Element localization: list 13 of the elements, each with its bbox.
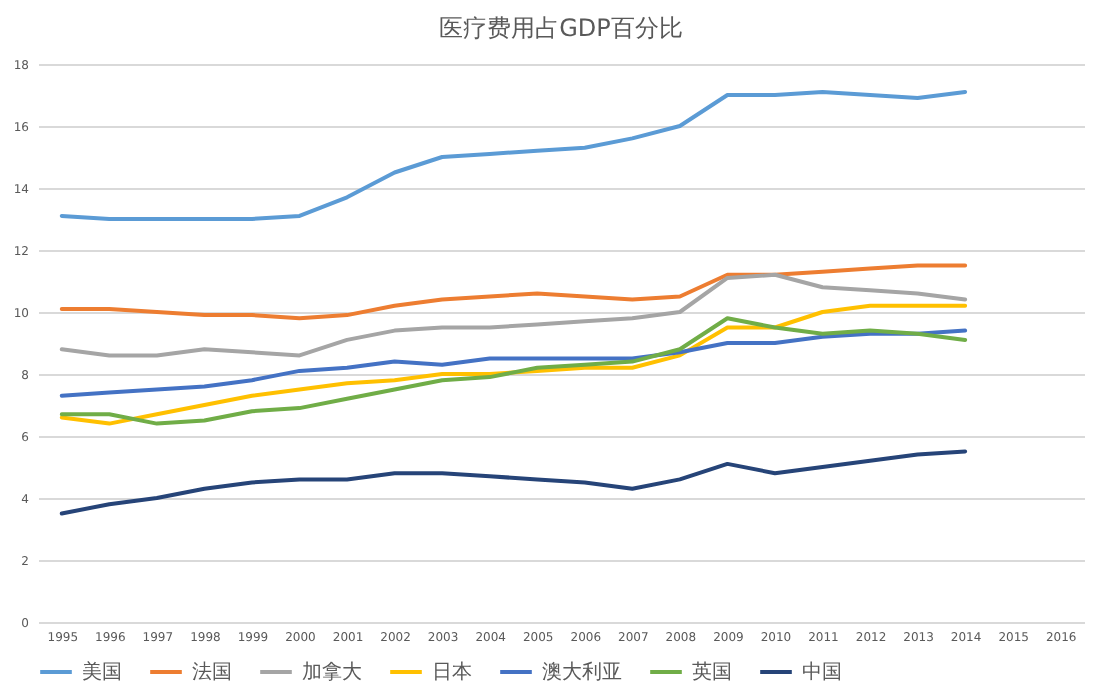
line-series: [59, 263, 968, 321]
legend-label: 日本: [432, 660, 472, 684]
line-series: [59, 449, 968, 516]
legend-label: 中国: [802, 660, 842, 684]
line-series: [59, 272, 968, 358]
chart-title: 医疗费用占GDP百分比: [439, 14, 683, 42]
legend-label: 英国: [692, 660, 732, 684]
line-series: [59, 89, 968, 221]
legend-label: 澳大利亚: [542, 660, 622, 684]
legend-label: 法国: [192, 660, 232, 684]
legend-label: 美国: [82, 660, 122, 684]
legend-label: 加拿大: [302, 660, 362, 684]
line-series: [59, 328, 968, 398]
